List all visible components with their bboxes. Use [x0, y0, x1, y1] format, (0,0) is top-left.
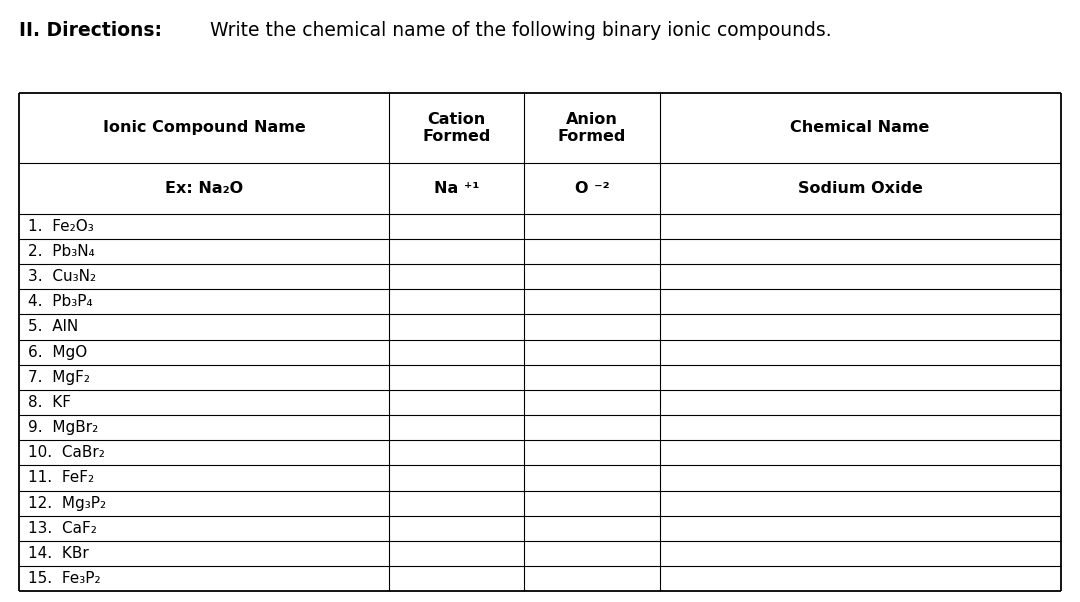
- Text: O ⁻²: O ⁻²: [575, 181, 609, 196]
- Text: Anion
Formed: Anion Formed: [558, 112, 626, 144]
- Text: 14.  KBr: 14. KBr: [28, 546, 89, 561]
- Text: 12.  Mg₃P₂: 12. Mg₃P₂: [28, 495, 106, 510]
- Text: 13.  CaF₂: 13. CaF₂: [28, 521, 97, 536]
- Text: II. Directions:: II. Directions:: [19, 21, 162, 40]
- Text: 11.  FeF₂: 11. FeF₂: [28, 470, 94, 485]
- Text: Sodium Oxide: Sodium Oxide: [798, 181, 922, 196]
- Text: 2.  Pb₃N₄: 2. Pb₃N₄: [28, 244, 95, 259]
- Text: Ex: Na₂O: Ex: Na₂O: [165, 181, 243, 196]
- Text: 8.  KF: 8. KF: [28, 395, 71, 410]
- Text: 5.  AlN: 5. AlN: [28, 320, 79, 335]
- Text: 10.  CaBr₂: 10. CaBr₂: [28, 445, 105, 461]
- Text: Chemical Name: Chemical Name: [791, 120, 930, 135]
- Text: 3.  Cu₃N₂: 3. Cu₃N₂: [28, 269, 96, 284]
- Text: Ionic Compound Name: Ionic Compound Name: [103, 120, 306, 135]
- Text: 4.  Pb₃P₄: 4. Pb₃P₄: [28, 294, 93, 309]
- Text: Na ⁺¹: Na ⁺¹: [434, 181, 480, 196]
- Text: 6.  MgO: 6. MgO: [28, 344, 87, 359]
- Text: 7.  MgF₂: 7. MgF₂: [28, 370, 90, 385]
- Text: 15.  Fe₃P₂: 15. Fe₃P₂: [28, 571, 100, 586]
- Text: Write the chemical name of the following binary ionic compounds.: Write the chemical name of the following…: [204, 21, 832, 40]
- Text: 1.  Fe₂O₃: 1. Fe₂O₃: [28, 219, 94, 234]
- Text: 9.  MgBr₂: 9. MgBr₂: [28, 420, 98, 435]
- Text: Cation
Formed: Cation Formed: [422, 112, 491, 144]
